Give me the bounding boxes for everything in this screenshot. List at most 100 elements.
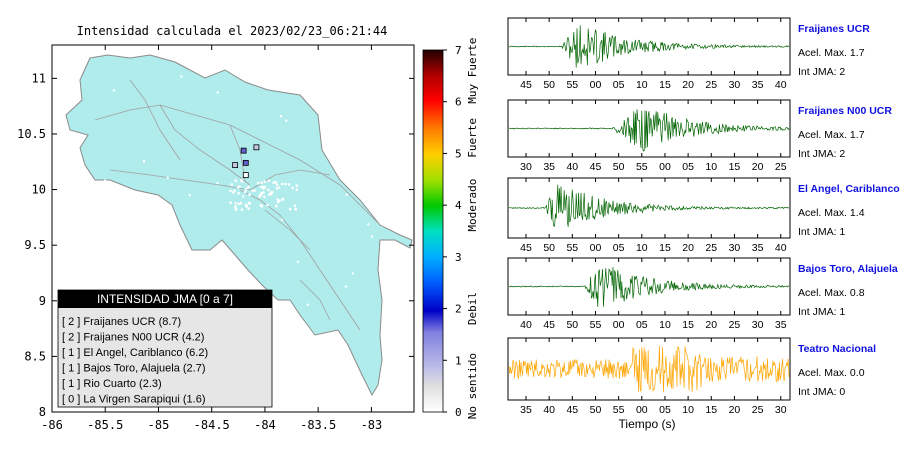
legend-item: [ 2 ] Fraijanes N00 UCR (4.2) — [62, 332, 204, 344]
city-dot — [240, 208, 244, 211]
map-x-tick-label: -83 — [361, 418, 383, 432]
map-title: Intensidad calculada el 2023/02/23_06:21… — [77, 24, 388, 38]
city-dot — [233, 189, 236, 192]
station-markers — [232, 144, 260, 179]
city-dot — [306, 303, 309, 306]
panel-x-tick-label: 35 — [520, 404, 532, 416]
city-dot — [329, 122, 332, 125]
city-dot — [266, 203, 269, 207]
city-dot — [293, 204, 297, 208]
city-dot — [247, 207, 250, 210]
city-dot — [260, 181, 263, 184]
seismogram-panel: 35 40 45 50 55 00 05 10 15 20 25 30 Teatro Nacional A… — [507, 337, 876, 416]
city-dot — [239, 201, 243, 205]
panel-x-tick-label: 50 — [543, 79, 555, 91]
seismogram-panels: 45 50 55 00 05 10 15 20 25 30 35 40 Fraijanes UCR Ace… — [507, 17, 900, 416]
panel-x-tick-label: 15 — [659, 242, 671, 254]
panel-x-tick-label: 05 — [613, 242, 625, 254]
colorbar-tick-label: 2 — [455, 303, 462, 316]
panel-annotation: Acel. Max. 1.4 — [798, 207, 865, 219]
panel-x-tick-label: 45 — [520, 79, 532, 91]
panel-annotation: Acel. Max. 1.7 — [798, 47, 865, 59]
panel-x-tick-label: 15 — [682, 319, 694, 331]
panel-x-tick-label: 25 — [705, 242, 717, 254]
panel-x-tick-label: 00 — [590, 79, 602, 91]
panel-x-tick-label: 55 — [613, 404, 625, 416]
map-y-tick-label: 8.5 — [24, 349, 46, 363]
map-x-axis: -86 -85.5 -85 -84.5 -84 -83.5 -83 — [41, 45, 382, 432]
panel-x-tick-label: 35 — [775, 319, 787, 331]
city-dot — [146, 227, 150, 230]
panel-title: Fraijanes N00 UCR — [798, 105, 892, 117]
city-dot — [263, 195, 266, 199]
city-dot — [188, 193, 191, 197]
city-dot — [233, 279, 236, 282]
city-dot — [294, 207, 298, 211]
panel-x-tick-label: 30 — [520, 161, 532, 173]
colorbar-tick-label: 4 — [455, 199, 462, 212]
city-dot — [367, 223, 370, 226]
panel-x-tick-label: 10 — [636, 79, 648, 91]
seismogram-panel: 45 50 55 00 05 10 15 20 25 30 35 40 Fraijanes UCR Ace… — [507, 17, 870, 91]
map-y-tick-label: 8 — [39, 405, 46, 419]
city-dot — [216, 91, 219, 94]
city-dot — [244, 187, 248, 191]
city-dot — [275, 187, 279, 190]
panel-x-tick-label: 05 — [659, 404, 671, 416]
panel-x-tick-label: 15 — [729, 161, 741, 173]
panel-x-tick-label: 20 — [705, 319, 717, 331]
panel-x-tick-label: 20 — [682, 242, 694, 254]
panel-x-tick-label: 35 — [543, 161, 555, 173]
city-dot — [272, 181, 276, 184]
city-dot — [285, 119, 288, 122]
panel-x-tick-label: 40 — [543, 404, 555, 416]
time-axis-label: Tiempo (s) — [619, 417, 676, 431]
panel-x-tick-label: 25 — [729, 319, 741, 331]
city-dot — [278, 199, 281, 203]
panel-x-tick-label: 55 — [566, 242, 578, 254]
panel-x-tick-label: 00 — [636, 404, 648, 416]
legend-item: [ 1 ] Rio Cuarto (2.3) — [62, 378, 162, 390]
colorbar-category-label: Muy Fuerte — [466, 38, 479, 104]
colorbar-tick-label: 1 — [455, 354, 462, 367]
city-dot — [269, 192, 273, 196]
waveform-trace — [508, 25, 790, 68]
city-dot — [237, 202, 241, 206]
city-dot — [256, 182, 260, 185]
panel-annotation: Acel. Max. 0.0 — [798, 367, 865, 379]
city-dot — [296, 260, 300, 263]
city-dot — [229, 201, 232, 204]
panel-annotation: Int JMA: 1 — [798, 306, 845, 318]
panel-x-tick-label: 55 — [636, 161, 648, 173]
intensity-legend: INTENSIDAD JMA [0 a 7] [ 2 ] Fraijanes U… — [57, 289, 273, 408]
city-dot — [267, 188, 270, 192]
city-dot — [260, 204, 264, 208]
colorbar-tick-label: 0 — [455, 406, 462, 419]
city-dot — [263, 180, 266, 183]
panel-x-tick-label: 15 — [659, 79, 671, 91]
panel-x-tick-label: 10 — [659, 319, 671, 331]
panel-x-tick-label: 05 — [636, 319, 648, 331]
waveform-trace — [508, 109, 790, 152]
panel-x-tick-label: 40 — [775, 242, 787, 254]
city-dot — [180, 75, 183, 78]
waveform-trace — [508, 184, 790, 227]
city-dot — [242, 195, 245, 198]
panel-x-tick-label: 50 — [566, 319, 578, 331]
panel-annotation: Int JMA: 0 — [798, 386, 845, 398]
seismogram-panel: 45 50 55 00 05 10 15 20 25 30 35 40 El Angel, Caribl… — [507, 177, 900, 254]
panel-x-tick-label: 15 — [705, 404, 717, 416]
panel-x-tick-label: 35 — [752, 79, 764, 91]
panel-x-tick-label: 00 — [590, 242, 602, 254]
city-dot — [279, 115, 283, 118]
panel-x-tick-label: 50 — [590, 404, 602, 416]
panel-x-tick-label: 20 — [682, 79, 694, 91]
city-dot — [237, 192, 240, 195]
map-y-tick-label: 11 — [32, 71, 46, 85]
city-dot — [288, 207, 292, 211]
colorbar-category-label: Fuerte — [466, 118, 479, 158]
city-dot — [274, 204, 278, 208]
city-dot — [251, 189, 254, 192]
city-dot — [274, 181, 278, 184]
map-y-tick-label: 10.5 — [17, 127, 46, 141]
